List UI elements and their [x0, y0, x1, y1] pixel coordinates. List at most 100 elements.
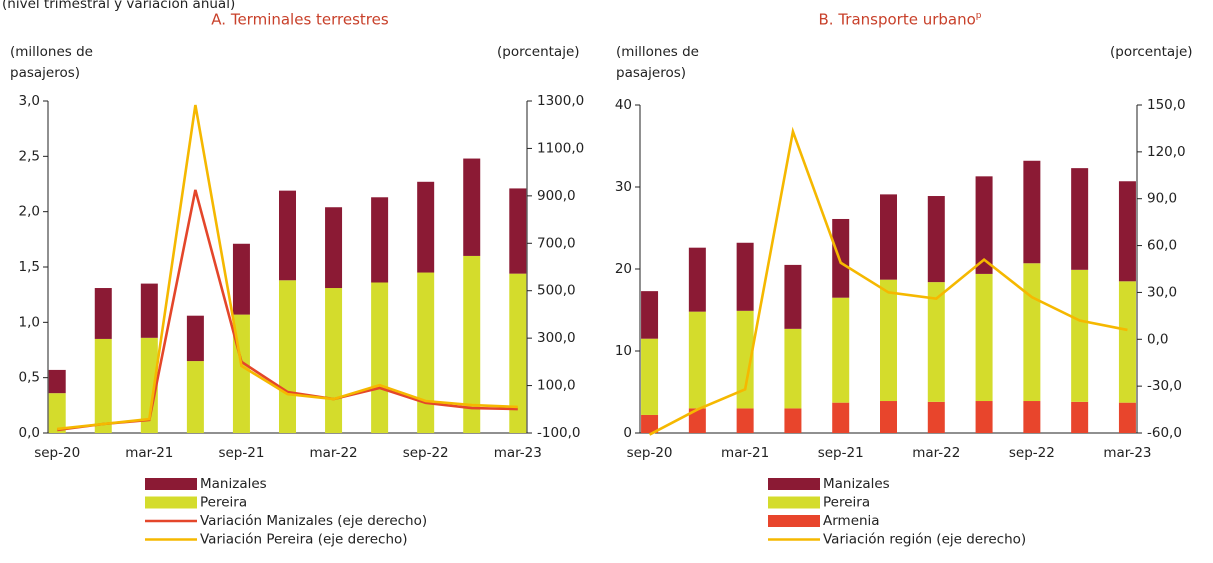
- bar-segment: [832, 402, 850, 433]
- bar-segment: [509, 188, 527, 274]
- title-note: p: [976, 11, 982, 21]
- y-tick-label: 0,0: [19, 425, 40, 441]
- y2-tick-label: 500,0: [537, 283, 576, 299]
- chart-title: A. Terminales terrestres: [211, 11, 389, 29]
- bar-segment: [832, 297, 850, 403]
- y-tick-label: 1,0: [19, 314, 40, 330]
- bar-segment: [509, 273, 527, 433]
- legend-label: Manizales: [823, 476, 890, 492]
- y2-tick-label: 0,0: [1147, 331, 1168, 347]
- legend-label: Variación región (eje derecho): [823, 532, 1026, 548]
- bar-segment: [688, 408, 706, 433]
- y2-tick-label: 900,0: [537, 188, 576, 204]
- y2-tick-label: -30,0: [1147, 378, 1182, 394]
- bar-segment: [927, 196, 945, 283]
- y2-tick-label: 120,0: [1147, 144, 1186, 160]
- bar-segment: [1071, 401, 1089, 433]
- y-tick-label: 0,5: [19, 370, 40, 386]
- subtitle: (nivel trimestral y variación anual): [2, 0, 235, 12]
- line-series: [648, 126, 1128, 436]
- bar-segment: [186, 315, 204, 362]
- bar-segment: [1118, 402, 1136, 433]
- bar-segment: [927, 282, 945, 402]
- bar-segment: [641, 338, 659, 415]
- bar-segment: [736, 310, 754, 409]
- bar-segment: [325, 288, 343, 433]
- bar-segment: [736, 242, 754, 311]
- bar-segment: [186, 361, 204, 433]
- bar-segment: [463, 255, 481, 433]
- x-tick-label: mar-21: [125, 445, 173, 461]
- y2-tick-label: 60,0: [1147, 238, 1177, 254]
- y-tick-label: 10: [615, 343, 632, 359]
- legend-swatch: [145, 478, 197, 490]
- bar-segment: [1118, 281, 1136, 403]
- x-tick-label: mar-23: [1103, 445, 1151, 461]
- bar-segment: [417, 272, 435, 433]
- bar-segment: [325, 207, 343, 289]
- bar-segment: [880, 194, 897, 280]
- bar-segment: [48, 393, 66, 433]
- x-tick-label: sep-20: [34, 445, 80, 461]
- bar-segment: [94, 288, 112, 339]
- legend-label: Manizales: [200, 476, 267, 492]
- chart-title: B. Transporte urbanop: [819, 11, 982, 29]
- legend-swatch: [768, 515, 820, 527]
- line-series: [57, 104, 518, 431]
- bar-segment: [1118, 181, 1136, 282]
- bar-segment: [417, 181, 435, 273]
- legend-swatch: [768, 496, 820, 509]
- bar-segment: [688, 311, 706, 409]
- y-tick-label: 1,5: [19, 259, 40, 275]
- y-tick-label: 20: [615, 261, 632, 277]
- bar-segment: [975, 176, 993, 274]
- bar-segment: [1071, 168, 1089, 270]
- bar-segment: [279, 190, 296, 281]
- bar-segment: [784, 328, 802, 409]
- x-tick-label: sep-21: [218, 445, 264, 461]
- bar-segment: [140, 337, 158, 433]
- legend-label: Pereira: [200, 495, 247, 511]
- y2-axis-label: (porcentaje): [1110, 44, 1193, 60]
- y-axis-label: pasajeros): [10, 65, 80, 81]
- x-tick-label: mar-21: [721, 445, 769, 461]
- y2-tick-label: 100,0: [537, 378, 576, 394]
- bar-segment: [641, 414, 659, 433]
- x-tick-label: sep-21: [818, 445, 864, 461]
- bar-segment: [784, 408, 802, 433]
- y-axis-label: pasajeros): [616, 65, 686, 81]
- y-tick-label: 2,0: [19, 204, 40, 220]
- y2-tick-label: 1300,0: [537, 93, 584, 109]
- y2-tick-label: 300,0: [537, 330, 576, 346]
- bar-segment: [975, 273, 993, 402]
- bar-segment: [94, 338, 112, 433]
- bar-segment: [279, 280, 296, 433]
- x-tick-label: mar-23: [494, 445, 542, 461]
- bar-segment: [1023, 160, 1041, 264]
- legend-label: Armenia: [823, 513, 880, 529]
- y-tick-label: 30: [615, 179, 632, 195]
- y2-tick-label: -60,0: [1147, 425, 1182, 441]
- legend-label: Variación Manizales (eje derecho): [200, 513, 427, 529]
- legend-label: Pereira: [823, 495, 870, 511]
- bar-segment: [140, 283, 158, 338]
- y2-tick-label: 700,0: [537, 235, 576, 251]
- y-axis-label: (millones de: [10, 44, 93, 60]
- y-tick-label: 2,5: [19, 148, 40, 164]
- x-tick-label: sep-20: [627, 445, 673, 461]
- y2-tick-label: 30,0: [1147, 284, 1177, 300]
- bar-segment: [927, 401, 945, 433]
- x-tick-label: mar-22: [912, 445, 960, 461]
- legend-swatch: [145, 496, 197, 509]
- bar-segment: [1023, 263, 1041, 402]
- bar-segment: [232, 243, 250, 315]
- bar-segment: [371, 197, 389, 283]
- bar-segment: [736, 408, 754, 433]
- legend-label: Variación Pereira (eje derecho): [200, 532, 408, 548]
- bar-segment: [880, 401, 897, 433]
- y2-tick-label: -100,0: [537, 425, 581, 441]
- bar-segment: [880, 279, 897, 402]
- legend-swatch: [768, 478, 820, 490]
- x-tick-label: mar-22: [309, 445, 357, 461]
